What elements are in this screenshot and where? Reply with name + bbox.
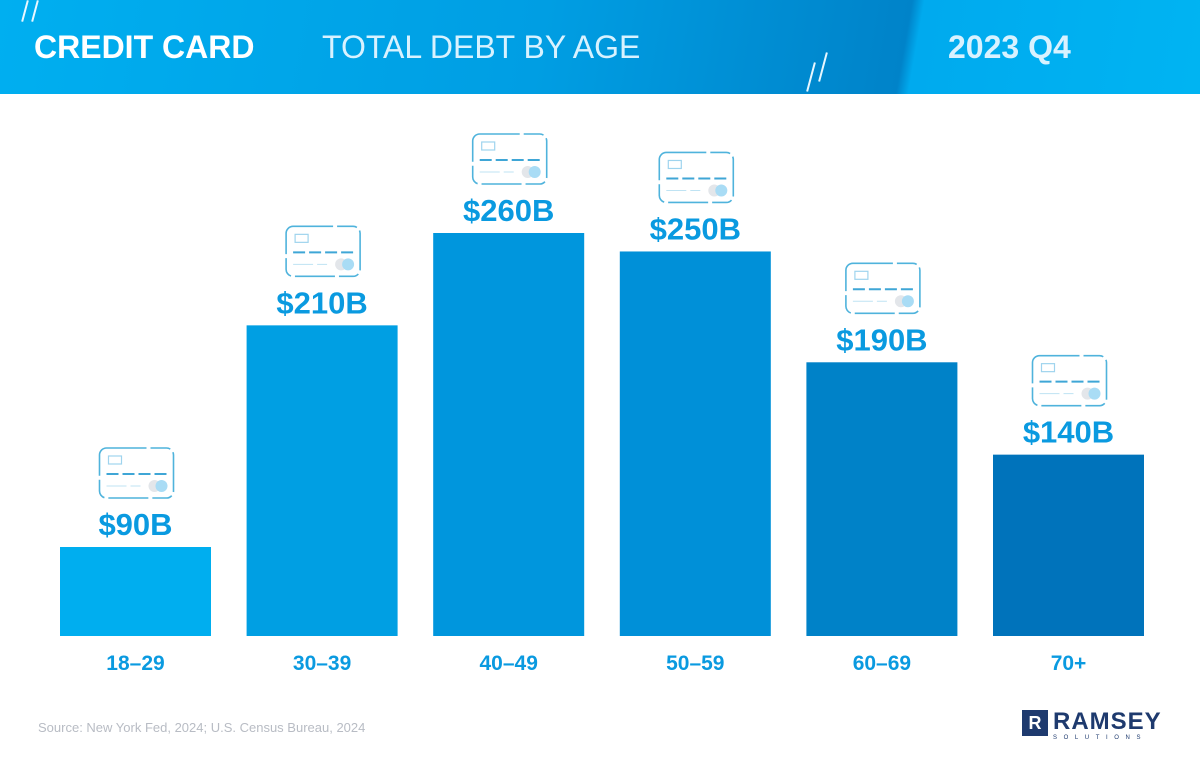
bar xyxy=(246,325,398,636)
bar xyxy=(993,454,1144,636)
category-label: 70+ xyxy=(1051,652,1087,675)
credit-card-icon xyxy=(658,151,735,204)
credit-card-icon xyxy=(1031,354,1108,407)
ramsey-logo: R RAMSEY SOLUTIONS xyxy=(1022,710,1162,742)
credit-card-icon xyxy=(471,133,548,185)
value-label: $90B xyxy=(98,507,172,542)
credit-card-icon xyxy=(285,225,361,278)
logo-text: RAMSEY xyxy=(1053,708,1162,735)
period-label: 2023 Q4 xyxy=(948,29,1071,65)
bar-chart: $90B 18–29 $210B 30–39 $260B 40–49 $250B 50–59 $… xyxy=(60,133,1144,675)
decorative-slash xyxy=(818,52,828,82)
value-label: $260B xyxy=(463,193,554,228)
decorative-slash xyxy=(21,0,29,22)
bar xyxy=(433,233,585,636)
logo-mark: R xyxy=(1022,710,1048,736)
source-note: Source: New York Fed, 2024; U.S. Census … xyxy=(38,720,366,735)
category-label: 60–69 xyxy=(853,652,911,675)
value-label: $190B xyxy=(836,322,927,357)
category-label: 18–29 xyxy=(106,652,164,675)
header-banner: CREDIT CARD TOTAL DEBT BY AGE 2023 Q4 xyxy=(0,0,1200,94)
title-sub: TOTAL DEBT BY AGE xyxy=(322,29,641,65)
value-label: $210B xyxy=(276,285,367,320)
credit-card-icon xyxy=(98,447,175,499)
decorative-slash xyxy=(806,62,816,92)
decorative-slash xyxy=(31,0,39,22)
bar xyxy=(60,547,211,636)
logo-subtext: SOLUTIONS xyxy=(1053,735,1148,741)
category-label: 30–39 xyxy=(293,652,351,675)
bar xyxy=(806,362,958,636)
credit-card-icon xyxy=(845,262,921,315)
value-label: $250B xyxy=(650,211,741,246)
category-label: 50–59 xyxy=(666,652,724,675)
value-label: $140B xyxy=(1023,415,1114,450)
category-label: 40–49 xyxy=(479,652,537,675)
bar xyxy=(619,251,771,636)
title-main: CREDIT CARD xyxy=(34,29,255,65)
